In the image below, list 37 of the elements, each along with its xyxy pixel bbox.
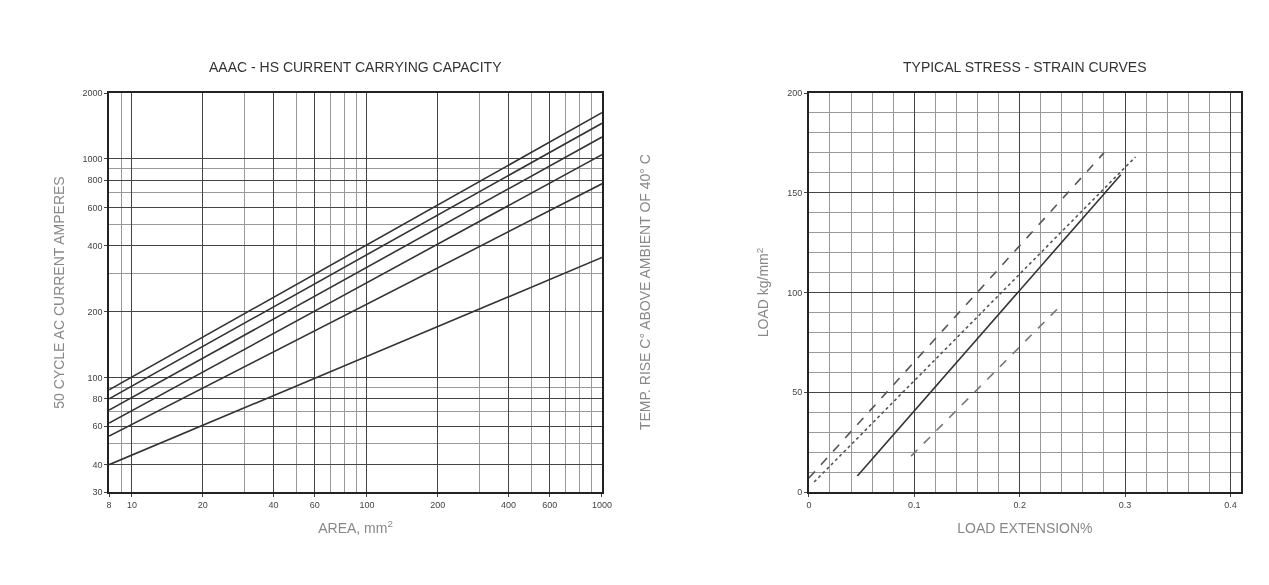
x-axis-title: LOAD EXTENSION% [957, 520, 1093, 537]
y-tick-label: 2000 [82, 88, 103, 99]
x-tick-label: 0.4 [1224, 499, 1237, 510]
x-tick-label: 0 [806, 499, 812, 510]
x-tick-label: 0.3 [1118, 499, 1132, 510]
y2-axis-title: TEMP. RISE C° ABOVE AMBIENT OF 40° C [637, 154, 654, 431]
y-tick-label: 40 [92, 459, 103, 470]
y-tick-label: 600 [87, 202, 103, 213]
y-tick-label: 1000 [82, 154, 103, 164]
y-tick-label: 80 [92, 393, 103, 404]
y-tick-label: 100 [787, 287, 803, 298]
x-tick-label: 200 [430, 499, 446, 510]
y-tick-label: 100 [87, 372, 103, 383]
x-tick-label: 100 [359, 499, 375, 510]
y-tick-label: 150 [787, 187, 803, 198]
y-tick-label: 60 [92, 421, 103, 432]
y-tick-label: 200 [787, 88, 803, 99]
x-tick-label: 10 [126, 499, 137, 510]
y-tick-label: 30 [92, 487, 103, 498]
x-tick-label: 0.2 [1013, 499, 1026, 510]
x-tick-label: 600 [542, 499, 558, 510]
x-tick-label: 400 [500, 499, 516, 510]
y-axis-title: 50 CYCLE AC CURRENT AMPERES [50, 176, 67, 409]
chart-title: AAAC - HS CURRENT CARRYING CAPACITY [209, 59, 503, 75]
x-tick-label: 60 [309, 499, 320, 510]
y-tick-label: 50 [792, 387, 803, 398]
x-tick-label: 20 [197, 499, 208, 510]
y-tick-label: 0 [797, 487, 803, 498]
y-tick-label: 200 [87, 306, 103, 317]
x-axis-title: AREA, mm$^{2}$ [318, 518, 393, 537]
y-tick-label: 400 [87, 241, 103, 252]
x-tick-label: 1000 [591, 499, 612, 510]
x-tick-label: 40 [268, 499, 279, 510]
x-tick-label: 8 [106, 499, 112, 510]
x-tick-label: 0.1 [907, 499, 921, 510]
chart-title: TYPICAL STRESS - STRAIN CURVES [903, 59, 1147, 75]
y-tick-label: 800 [87, 175, 103, 186]
